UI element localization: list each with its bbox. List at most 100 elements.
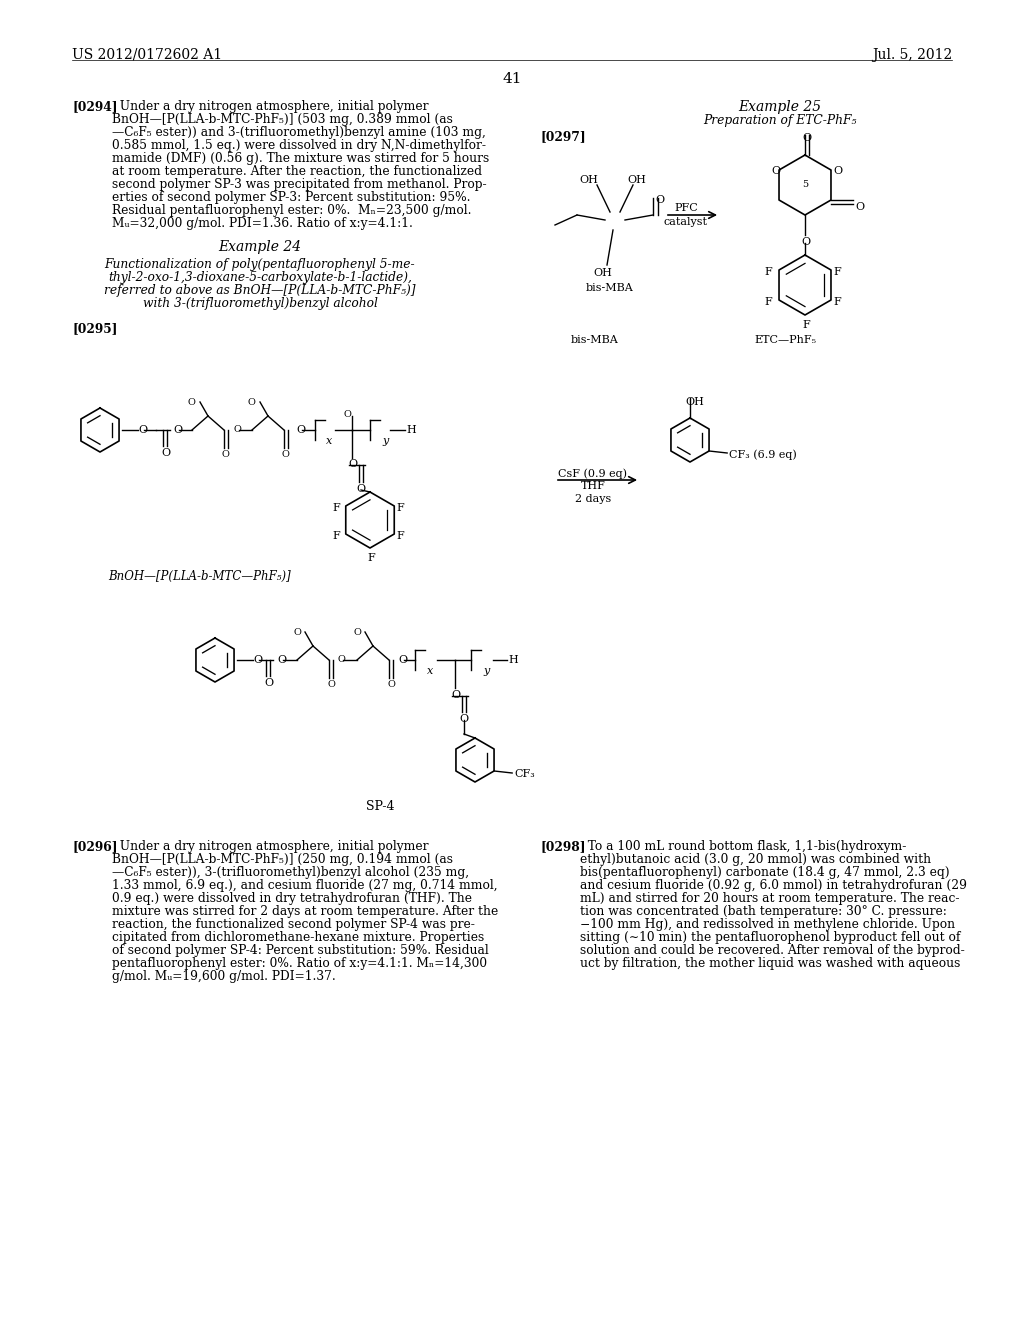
Text: bis(pentafluorophenyl) carbonate (18.4 g, 47 mmol, 2.3 eq): bis(pentafluorophenyl) carbonate (18.4 g…: [580, 866, 949, 879]
Text: [0297]: [0297]: [540, 129, 586, 143]
Text: O: O: [356, 484, 366, 494]
Text: of second polymer SP-4: Percent substitution: 59%. Residual: of second polymer SP-4: Percent substitu…: [112, 944, 488, 957]
Text: tion was concentrated (bath temperature: 30° C. pressure:: tion was concentrated (bath temperature:…: [580, 906, 947, 917]
Text: O: O: [655, 195, 665, 205]
Text: [0295]: [0295]: [72, 322, 118, 335]
Text: SP-4: SP-4: [366, 800, 394, 813]
Text: catalyst: catalyst: [664, 216, 708, 227]
Text: x: x: [427, 667, 433, 676]
Text: −100 mm Hg), and redissolved in methylene chloride. Upon: −100 mm Hg), and redissolved in methylen…: [580, 917, 955, 931]
Text: 1.33 mmol, 6.9 eq.), and cesium fluoride (27 mg, 0.714 mmol,: 1.33 mmol, 6.9 eq.), and cesium fluoride…: [112, 879, 498, 892]
Text: Mᵤ=32,000 g/mol. PDI=1.36. Ratio of x:y=4.1:1.: Mᵤ=32,000 g/mol. PDI=1.36. Ratio of x:y=…: [112, 216, 413, 230]
Text: at room temperature. After the reaction, the functionalized: at room temperature. After the reaction,…: [112, 165, 482, 178]
Text: O: O: [188, 399, 196, 407]
Text: O: O: [278, 655, 286, 665]
Text: CF₃: CF₃: [514, 770, 535, 779]
Text: O: O: [161, 447, 170, 458]
Text: O: O: [387, 680, 395, 689]
Text: F: F: [367, 553, 375, 564]
Text: mamide (DMF) (0.56 g). The mixture was stirred for 5 hours: mamide (DMF) (0.56 g). The mixture was s…: [112, 152, 489, 165]
Text: F: F: [333, 503, 340, 513]
Text: 41: 41: [502, 73, 522, 86]
Text: OH: OH: [627, 176, 646, 185]
Text: O: O: [282, 450, 290, 459]
Text: O: O: [248, 399, 256, 407]
Text: O: O: [327, 680, 335, 689]
Text: [0298]: [0298]: [540, 840, 586, 853]
Text: [0296]: [0296]: [72, 840, 118, 853]
Text: referred to above as BnOH—[P(LLA-b-MTC-PhF₅)]: referred to above as BnOH—[P(LLA-b-MTC-P…: [104, 284, 416, 297]
Text: O: O: [398, 655, 408, 665]
Text: —C₆F₅ ester)), 3-(trifluoromethyl)benzyl alcohol (235 mg,: —C₆F₅ ester)), 3-(trifluoromethyl)benzyl…: [112, 866, 469, 879]
Text: O: O: [833, 166, 842, 176]
Text: F: F: [765, 267, 773, 277]
Text: erties of second polymer SP-3: Percent substitution: 95%.: erties of second polymer SP-3: Percent s…: [112, 191, 470, 205]
Text: Under a dry nitrogen atmosphere, initial polymer: Under a dry nitrogen atmosphere, initial…: [112, 840, 428, 853]
Text: O: O: [296, 425, 305, 436]
Text: O: O: [344, 411, 352, 418]
Text: F: F: [802, 319, 810, 330]
Text: THF: THF: [581, 480, 605, 491]
Text: F: F: [396, 503, 404, 513]
Text: O: O: [264, 678, 273, 688]
Text: Functionalization of poly(pentafluorophenyl 5-me-: Functionalization of poly(pentafluorophe…: [104, 257, 416, 271]
Text: O: O: [855, 202, 864, 213]
Text: uct by filtration, the mother liquid was washed with aqueous: uct by filtration, the mother liquid was…: [580, 957, 961, 970]
Text: O: O: [802, 133, 811, 143]
Text: OH: OH: [579, 176, 598, 185]
Text: F: F: [396, 531, 404, 541]
Text: F: F: [765, 297, 773, 308]
Text: F: F: [333, 531, 340, 541]
Text: x: x: [326, 436, 332, 446]
Text: O: O: [801, 238, 810, 247]
Text: O: O: [451, 690, 460, 700]
Text: O: O: [233, 425, 241, 434]
Text: cipitated from dichloromethane-hexane mixture. Properties: cipitated from dichloromethane-hexane mi…: [112, 931, 484, 944]
Text: 0.585 mmol, 1.5 eq.) were dissolved in dry N,N-dimethylfor-: 0.585 mmol, 1.5 eq.) were dissolved in d…: [112, 139, 486, 152]
Text: bis-MBA: bis-MBA: [571, 335, 618, 345]
Text: y: y: [483, 667, 489, 676]
Text: Under a dry nitrogen atmosphere, initial polymer: Under a dry nitrogen atmosphere, initial…: [112, 100, 428, 114]
Text: [0294]: [0294]: [72, 100, 118, 114]
Text: mL) and stirred for 20 hours at room temperature. The reac-: mL) and stirred for 20 hours at room tem…: [580, 892, 959, 906]
Text: BnOH—[P(LLA-b-MTC—PhF₅)]: BnOH—[P(LLA-b-MTC—PhF₅)]: [109, 570, 292, 583]
Text: 0.9 eq.) were dissolved in dry tetrahydrofuran (THF). The: 0.9 eq.) were dissolved in dry tetrahydr…: [112, 892, 472, 906]
Text: O: O: [771, 166, 780, 176]
Text: US 2012/0172602 A1: US 2012/0172602 A1: [72, 48, 222, 62]
Text: and cesium fluoride (0.92 g, 6.0 mmol) in tetrahydrofuran (29: and cesium fluoride (0.92 g, 6.0 mmol) i…: [580, 879, 967, 892]
Text: mixture was stirred for 2 days at room temperature. After the: mixture was stirred for 2 days at room t…: [112, 906, 499, 917]
Text: g/mol. Mᵤ=19,600 g/mol. PDI=1.37.: g/mol. Mᵤ=19,600 g/mol. PDI=1.37.: [112, 970, 336, 983]
Text: O: O: [138, 425, 147, 436]
Text: ETC—PhF₅: ETC—PhF₅: [754, 335, 816, 345]
Text: O: O: [173, 425, 182, 436]
Text: O: O: [337, 655, 345, 664]
Text: solution and could be recovered. After removal of the byprod-: solution and could be recovered. After r…: [580, 944, 965, 957]
Text: with 3-(trifluoromethyl)benzyl alcohol: with 3-(trifluoromethyl)benzyl alcohol: [142, 297, 378, 310]
Text: 2 days: 2 days: [574, 494, 611, 504]
Text: bis-MBA: bis-MBA: [586, 282, 634, 293]
Text: O: O: [293, 628, 301, 638]
Text: OH: OH: [593, 268, 612, 279]
Text: H: H: [508, 655, 518, 665]
Text: Jul. 5, 2012: Jul. 5, 2012: [871, 48, 952, 62]
Text: H: H: [406, 425, 416, 436]
Text: —C₆F₅ ester)) and 3-(trifluoromethyl)benzyl amine (103 mg,: —C₆F₅ ester)) and 3-(trifluoromethyl)ben…: [112, 125, 485, 139]
Text: F: F: [834, 267, 841, 277]
Text: O: O: [353, 628, 360, 638]
Text: y: y: [382, 436, 388, 446]
Text: O: O: [222, 450, 229, 459]
Text: O: O: [253, 655, 262, 665]
Text: CsF (0.9 eq): CsF (0.9 eq): [558, 469, 628, 479]
Text: BnOH—[P(LLA-b-MTC-PhF₅)] (250 mg, 0.194 mmol (as: BnOH—[P(LLA-b-MTC-PhF₅)] (250 mg, 0.194 …: [112, 853, 453, 866]
Text: F: F: [834, 297, 841, 308]
Text: thyl-2-oxo-1,3-dioxane-5-carboxylate-b-1-lactide),: thyl-2-oxo-1,3-dioxane-5-carboxylate-b-1…: [109, 271, 412, 284]
Text: OH: OH: [685, 397, 703, 407]
Text: Example 24: Example 24: [218, 240, 301, 253]
Text: Residual pentafluorophenyl ester: 0%.  Mₙ=23,500 g/mol.: Residual pentafluorophenyl ester: 0%. Mₙ…: [112, 205, 471, 216]
Text: CF₃ (6.9 eq): CF₃ (6.9 eq): [729, 449, 797, 459]
Text: sitting (∼10 min) the pentafluorophenol byproduct fell out of: sitting (∼10 min) the pentafluorophenol …: [580, 931, 961, 944]
Text: second polymer SP-3 was precipitated from methanol. Prop-: second polymer SP-3 was precipitated fro…: [112, 178, 486, 191]
Text: 5: 5: [802, 180, 808, 189]
Text: O: O: [348, 459, 357, 469]
Text: To a 100 mL round bottom flask, 1,1-bis(hydroxym-: To a 100 mL round bottom flask, 1,1-bis(…: [580, 840, 906, 853]
